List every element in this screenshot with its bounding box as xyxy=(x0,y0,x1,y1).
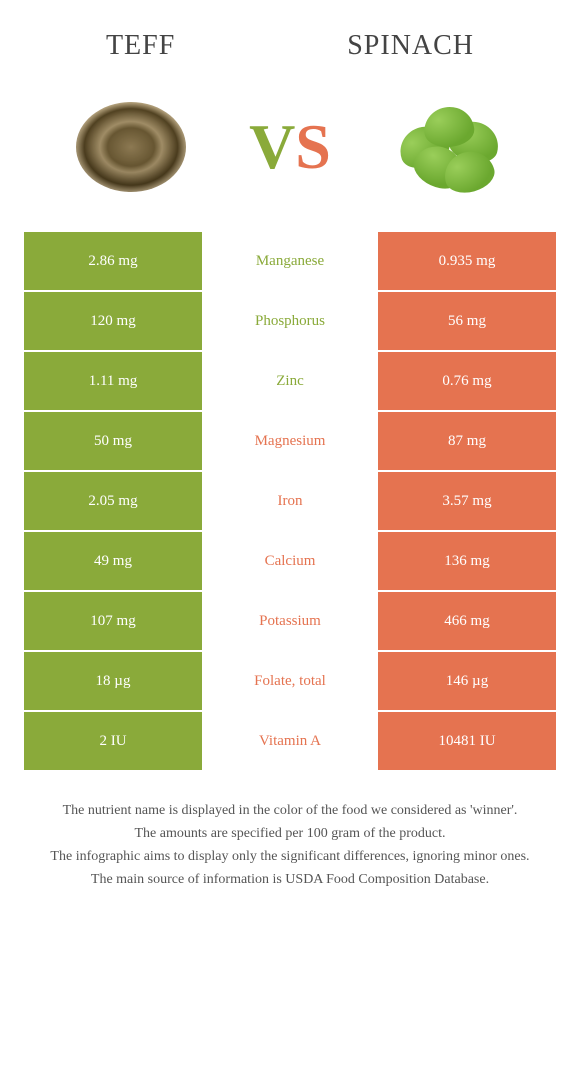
images-row: VS xyxy=(0,72,580,232)
right-value: 466 mg xyxy=(378,592,556,650)
footer-notes: The nutrient name is displayed in the co… xyxy=(0,772,580,912)
table-row: 2.86 mgManganese0.935 mg xyxy=(24,232,556,290)
right-value: 56 mg xyxy=(378,292,556,350)
right-value: 136 mg xyxy=(378,532,556,590)
table-row: 2.05 mgIron3.57 mg xyxy=(24,472,556,530)
right-value: 3.57 mg xyxy=(378,472,556,530)
right-value: 146 µg xyxy=(378,652,556,710)
nutrient-label: Magnesium xyxy=(202,412,378,470)
footer-line: The nutrient name is displayed in the co… xyxy=(20,800,560,821)
table-row: 50 mgMagnesium87 mg xyxy=(24,412,556,470)
left-food-title: Teff xyxy=(106,30,175,62)
footer-line: The amounts are specified per 100 gram o… xyxy=(20,823,560,844)
right-food-title: Spinach xyxy=(347,30,474,62)
footer-line: The infographic aims to display only the… xyxy=(20,846,560,867)
left-value: 1.11 mg xyxy=(24,352,202,410)
nutrient-label: Phosphorus xyxy=(202,292,378,350)
table-row: 18 µgFolate, total146 µg xyxy=(24,652,556,710)
vs-s: S xyxy=(295,111,331,182)
footer-line: The main source of information is USDA F… xyxy=(20,869,560,890)
right-value: 0.935 mg xyxy=(378,232,556,290)
table-row: 49 mgCalcium136 mg xyxy=(24,532,556,590)
left-value: 107 mg xyxy=(24,592,202,650)
left-value: 2.86 mg xyxy=(24,232,202,290)
left-value: 2.05 mg xyxy=(24,472,202,530)
nutrient-label: Vitamin A xyxy=(202,712,378,770)
nutrient-label: Manganese xyxy=(202,232,378,290)
left-value: 50 mg xyxy=(24,412,202,470)
right-value: 87 mg xyxy=(378,412,556,470)
nutrient-label: Calcium xyxy=(202,532,378,590)
teff-image xyxy=(66,92,196,202)
table-row: 107 mgPotassium466 mg xyxy=(24,592,556,650)
vs-label: VS xyxy=(249,110,331,184)
vs-v: V xyxy=(249,111,295,182)
table-row: 1.11 mgZinc0.76 mg xyxy=(24,352,556,410)
left-value: 2 IU xyxy=(24,712,202,770)
nutrient-label: Potassium xyxy=(202,592,378,650)
table-row: 120 mgPhosphorus56 mg xyxy=(24,292,556,350)
table-row: 2 IUVitamin A10481 IU xyxy=(24,712,556,770)
left-value: 18 µg xyxy=(24,652,202,710)
comparison-table: 2.86 mgManganese0.935 mg120 mgPhosphorus… xyxy=(24,232,556,770)
nutrient-label: Iron xyxy=(202,472,378,530)
spinach-image xyxy=(384,92,514,202)
header: Teff Spinach xyxy=(0,0,580,72)
nutrient-label: Zinc xyxy=(202,352,378,410)
nutrient-label: Folate, total xyxy=(202,652,378,710)
left-value: 120 mg xyxy=(24,292,202,350)
left-value: 49 mg xyxy=(24,532,202,590)
right-value: 10481 IU xyxy=(378,712,556,770)
right-value: 0.76 mg xyxy=(378,352,556,410)
